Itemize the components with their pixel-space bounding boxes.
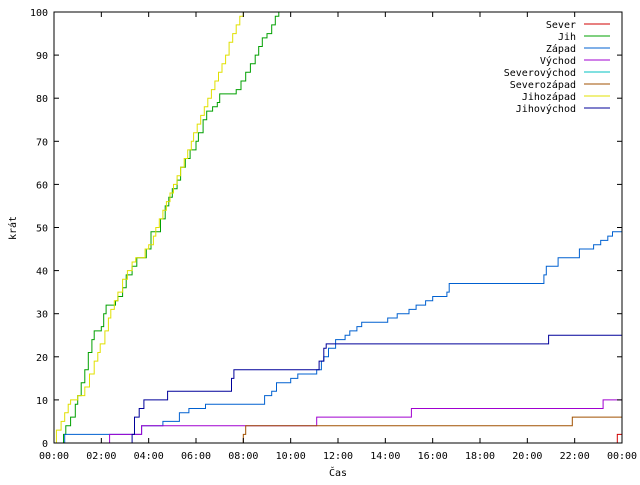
y-axis-label: krát	[7, 216, 19, 240]
x-tick-label: 00:00	[607, 451, 637, 462]
x-tick-label: 10:00	[276, 451, 306, 462]
y-tick-label: 100	[30, 8, 48, 19]
x-tick-label: 14:00	[370, 451, 400, 462]
x-tick-label: 12:00	[323, 451, 353, 462]
y-tick-label: 40	[36, 267, 48, 278]
x-tick-label: 04:00	[134, 451, 164, 462]
y-tick-label: 20	[36, 353, 48, 364]
series-line-6	[241, 416, 622, 444]
y-tick-label: 30	[36, 310, 48, 321]
legend-label: Severovýchod	[504, 67, 576, 79]
x-tick-label: 20:00	[512, 451, 542, 462]
legend-label: Sever	[546, 20, 576, 31]
series-line-8	[129, 334, 622, 444]
legend-label: Jihozápad	[522, 91, 576, 103]
y-tick-label: 90	[36, 51, 48, 62]
legend-label: Severozápad	[510, 79, 576, 91]
y-tick-label: 0	[42, 439, 48, 450]
y-tick-label: 70	[36, 137, 48, 148]
legend-label: Jih	[558, 32, 576, 43]
x-tick-label: 16:00	[418, 451, 448, 462]
x-tick-label: 06:00	[181, 451, 211, 462]
legend: SeverJihZápadVýchodSeverovýchodSeverozáp…	[504, 20, 610, 115]
x-tick-label: 18:00	[465, 451, 495, 462]
x-tick-label: 22:00	[560, 451, 590, 462]
ticks-layer: 00:00 02:00 04:00 06:00 08:00 10:00 12:00 14:00…	[30, 8, 637, 462]
y-tick-label: 50	[36, 224, 48, 235]
y-tick-label: 80	[36, 94, 48, 105]
series-line-7	[54, 12, 244, 444]
x-tick-label: 00:00	[39, 451, 69, 462]
legend-label: Jihovýchod	[516, 103, 576, 115]
legend-label: Východ	[540, 55, 576, 67]
x-tick-label: 02:00	[86, 451, 116, 462]
x-axis-label: Čas	[329, 466, 347, 479]
series-line-3	[63, 231, 622, 444]
y-tick-label: 10	[36, 396, 48, 407]
y-tick-label: 60	[36, 180, 48, 191]
x-tick-label: 08:00	[228, 451, 258, 462]
legend-label: Západ	[546, 43, 576, 55]
series-line-4	[108, 399, 622, 444]
series-line-2	[61, 12, 280, 444]
